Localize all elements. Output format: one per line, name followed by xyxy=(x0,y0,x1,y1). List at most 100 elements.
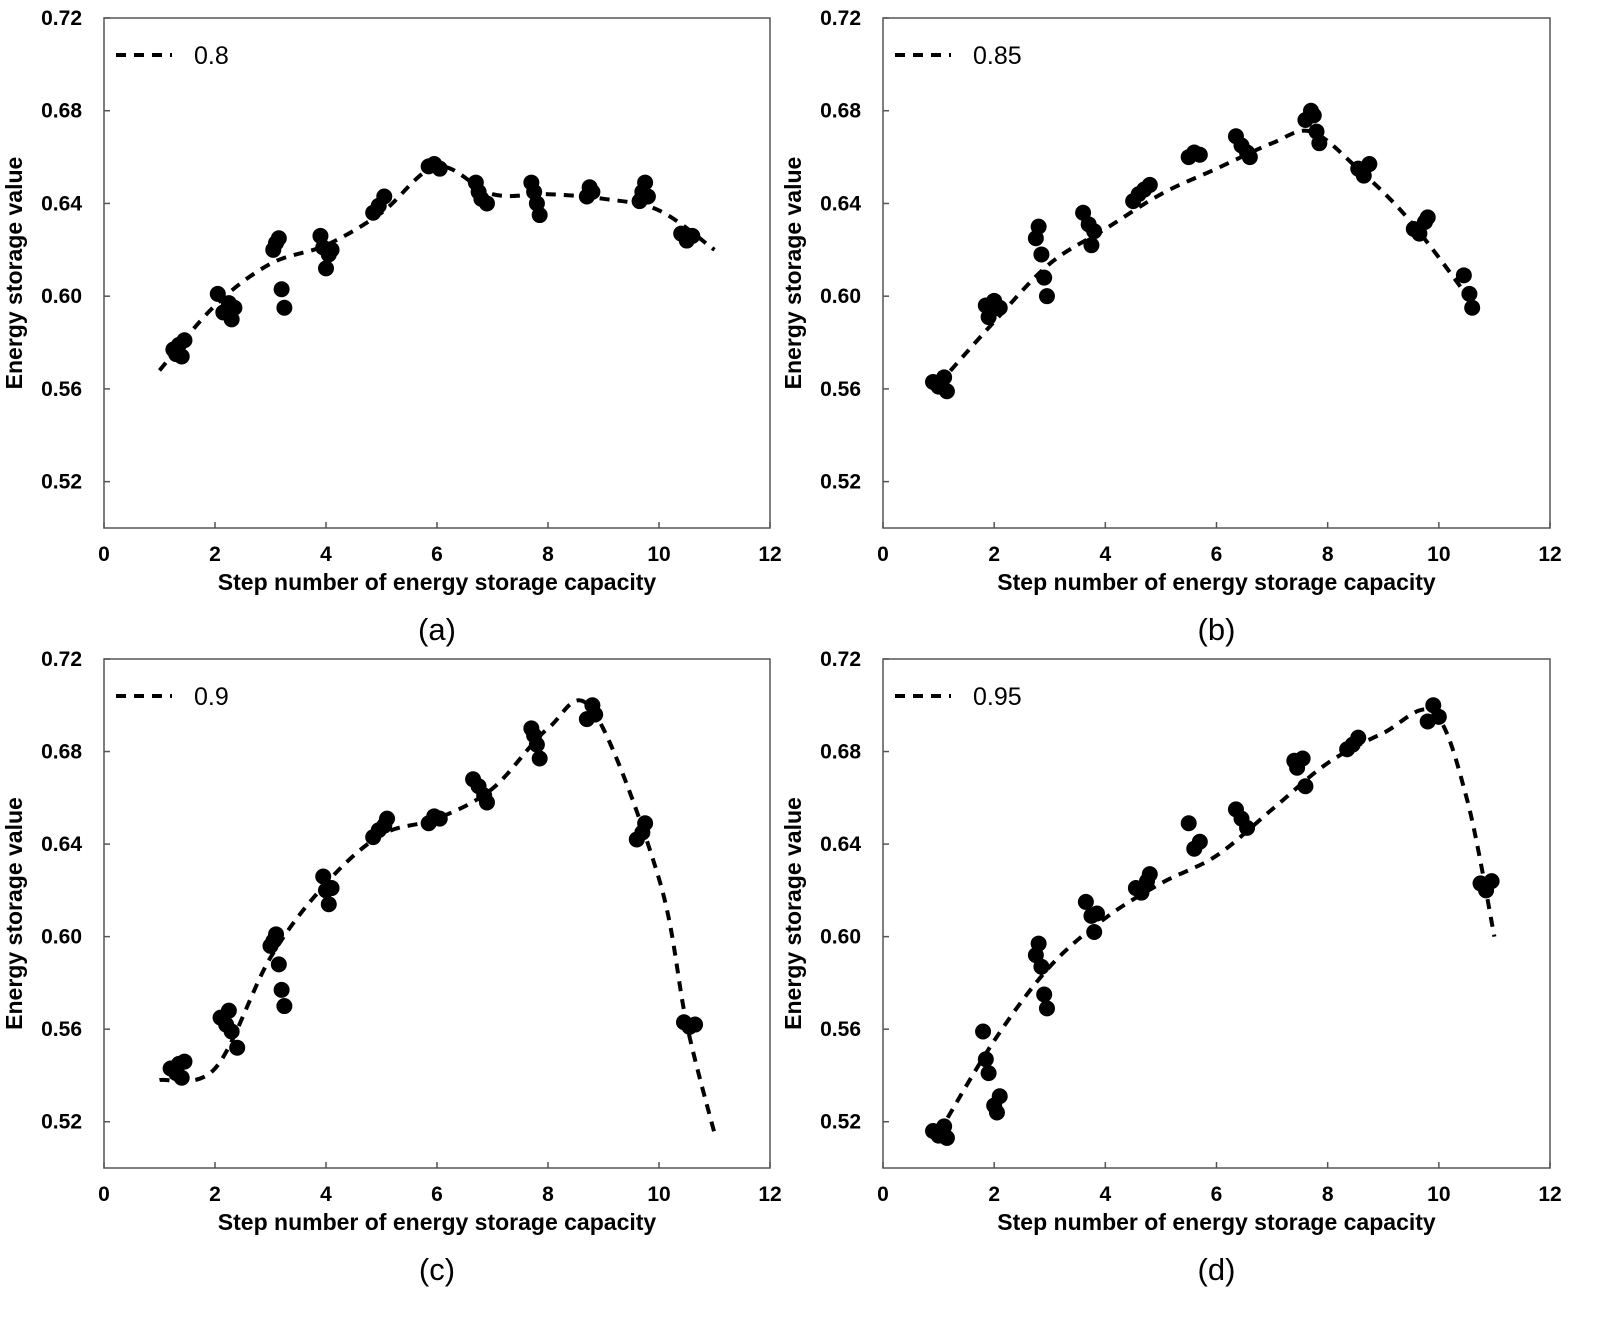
data-point xyxy=(323,880,340,897)
data-point xyxy=(1461,285,1478,302)
x-tick-label: 0 xyxy=(98,1183,110,1206)
data-point xyxy=(531,750,548,767)
panel-d: 0 2 4 6 8 10 12 0.52 0.56 0.60 0.64 0.68 0.72 Step nu… xyxy=(780,648,1562,1287)
data-point xyxy=(1241,149,1258,166)
x-tick-label: 12 xyxy=(758,543,781,566)
data-point xyxy=(229,1039,246,1056)
data-point xyxy=(1191,146,1208,163)
plot-frame xyxy=(103,17,771,529)
data-point xyxy=(977,1051,994,1068)
data-point xyxy=(1191,833,1208,850)
y-tick-label: 0.52 xyxy=(41,1111,82,1134)
x-tick-label: 6 xyxy=(1211,1183,1223,1206)
x-axis-title: Step number of energy storage capacity xyxy=(218,569,657,595)
legend: 0.85 xyxy=(895,42,1022,70)
data-point xyxy=(1239,819,1256,836)
y-tick-label: 0.64 xyxy=(41,192,82,215)
data-point xyxy=(1033,958,1050,975)
x-tick-label: 0 xyxy=(98,543,110,566)
data-point xyxy=(938,383,955,400)
plot-frame xyxy=(882,658,1551,1169)
y-tick-label: 0.56 xyxy=(820,1018,861,1041)
legend: 0.95 xyxy=(895,683,1022,711)
data-point xyxy=(1086,924,1103,941)
fit-curve xyxy=(936,707,1497,1135)
plot-frame xyxy=(103,658,771,1169)
data-points xyxy=(165,156,701,365)
data-point xyxy=(1419,209,1436,226)
legend-label: 0.95 xyxy=(973,683,1022,711)
data-point xyxy=(276,998,293,1015)
data-point xyxy=(1030,935,1047,952)
data-point xyxy=(980,1065,997,1082)
legend: 0.9 xyxy=(116,683,229,711)
legend-label: 0.8 xyxy=(194,42,229,70)
panel-a: 0 2 4 6 8 10 12 0.52 0.56 0.60 0.64 0.68 0.72 Step nu… xyxy=(1,7,782,647)
y-tick-label: 0.68 xyxy=(820,741,861,764)
panel-label: (d) xyxy=(1198,1252,1236,1287)
panel-c: 0 2 4 6 8 10 12 0.52 0.56 0.60 0.64 0.68 0.72 Step nu… xyxy=(1,648,782,1287)
data-point xyxy=(1088,905,1105,922)
legend-label: 0.85 xyxy=(973,42,1022,70)
x-tick-label: 8 xyxy=(542,1183,554,1206)
x-tick-label: 4 xyxy=(1099,543,1111,566)
panel-label: (b) xyxy=(1198,612,1236,647)
data-point xyxy=(584,183,601,200)
data-point xyxy=(1141,866,1158,883)
data-points xyxy=(925,697,1500,1146)
data-point xyxy=(1180,815,1197,832)
fit-curve xyxy=(159,698,717,1134)
data-point xyxy=(431,810,448,827)
x-axis-title: Step number of energy storage capacity xyxy=(997,1209,1436,1235)
data-point xyxy=(936,369,953,386)
data-point xyxy=(176,332,193,349)
data-point xyxy=(315,868,332,885)
data-point xyxy=(988,1104,1005,1121)
data-point xyxy=(270,230,287,247)
data-point xyxy=(938,1129,955,1146)
data-point xyxy=(323,241,340,258)
x-tick-label: 8 xyxy=(542,543,554,566)
x-tick-label: 12 xyxy=(1538,543,1561,566)
x-tick-label: 10 xyxy=(647,543,670,566)
data-point xyxy=(173,1069,190,1086)
y-tick-label: 0.64 xyxy=(41,833,82,856)
data-point xyxy=(478,794,495,811)
data-point xyxy=(223,1023,240,1040)
data-point xyxy=(975,1023,992,1040)
data-point xyxy=(637,174,654,191)
data-point xyxy=(209,285,226,302)
data-point xyxy=(1294,750,1311,767)
y-tick-label: 0.68 xyxy=(41,741,82,764)
data-point xyxy=(1464,299,1481,316)
data-point xyxy=(1305,107,1322,124)
data-point xyxy=(1038,288,1055,305)
data-point xyxy=(587,706,604,723)
y-tick-label: 0.56 xyxy=(41,378,82,401)
data-point xyxy=(528,736,545,753)
x-tick-label: 10 xyxy=(1427,1183,1450,1206)
fit-curve xyxy=(937,128,1480,386)
panel-b: 0 2 4 6 8 10 12 0.52 0.56 0.60 0.64 0.68 0.72 Step nu… xyxy=(780,7,1562,647)
data-point xyxy=(276,299,293,316)
y-tick-label: 0.52 xyxy=(41,471,82,494)
data-point xyxy=(431,160,448,177)
x-tick-label: 0 xyxy=(877,1183,889,1206)
data-point xyxy=(531,207,548,224)
data-point xyxy=(226,299,243,316)
x-tick-label: 6 xyxy=(431,1183,443,1206)
x-tick-label: 4 xyxy=(1099,1183,1111,1206)
y-tick-label: 0.72 xyxy=(820,7,861,30)
y-tick-label: 0.56 xyxy=(41,1018,82,1041)
data-point xyxy=(379,810,396,827)
data-point xyxy=(1297,778,1314,795)
data-point xyxy=(1430,708,1447,725)
x-tick-label: 6 xyxy=(431,543,443,566)
x-tick-label: 2 xyxy=(209,543,221,566)
y-tick-label: 0.60 xyxy=(820,285,861,308)
y-tick-label: 0.56 xyxy=(820,378,861,401)
data-point xyxy=(320,896,337,913)
data-point xyxy=(1141,176,1158,193)
y-tick-label: 0.64 xyxy=(820,833,861,856)
data-point xyxy=(1361,156,1378,173)
